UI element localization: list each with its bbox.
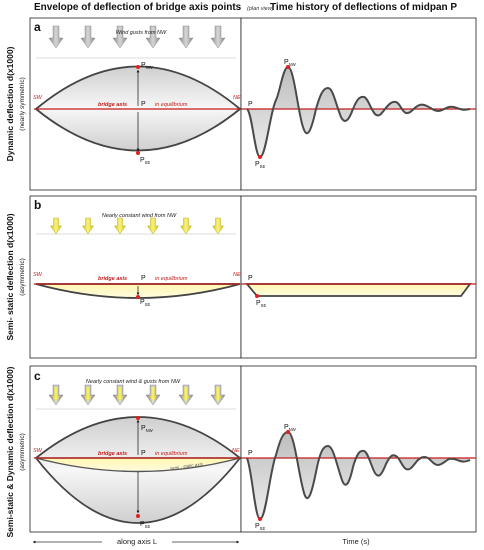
panel-c-equilibrium-label: in equilibrium (155, 451, 188, 457)
panel-a-time-pse-label: PSE (255, 161, 265, 169)
panel-b-wind-arrows (50, 217, 224, 235)
gray-yellow-wind-arrow-icon (48, 384, 64, 406)
panel-a-pnw-marker (136, 65, 140, 69)
right-header: Time history of deflections of midpan P (270, 2, 457, 13)
panel-b: b Nearly constant wind from NW SW NE bri… (5, 195, 477, 359)
panel-a-wind-arrows (48, 25, 226, 49)
gray-wind-arrow-icon (80, 25, 96, 49)
gray-yellow-wind-arrow-icon (112, 384, 128, 406)
yellow-wind-arrow-icon (50, 217, 62, 235)
panel-a-bridge-axis-label: bridge axis (98, 102, 127, 108)
gray-wind-arrow-icon (112, 25, 128, 49)
panel-b-bridge-axis-label: bridge axis (98, 276, 127, 282)
panel-b-wind-text: Nearly constant wind from NW (102, 213, 177, 219)
panel-c-wind-text: Nearly constant wind & gusts from NW (86, 379, 181, 385)
panel-a-time-p: P (248, 101, 253, 108)
gray-yellow-wind-arrow-icon (80, 384, 96, 406)
panel-b-ylabel: Semi- static deflection d(x1000) (5, 213, 15, 340)
panel-a-equilibrium-label: in equilibrium (155, 102, 188, 108)
yellow-wind-arrow-icon (147, 217, 159, 235)
along-axis-label-bg (102, 536, 172, 547)
gray-yellow-wind-arrow-icon (178, 384, 194, 406)
gray-wind-arrow-icon (210, 25, 226, 49)
panel-c: c Nearly constant wind & gusts from NW S… (5, 365, 477, 538)
panel-b-time-pse-marker (255, 294, 259, 298)
panel-c-p-label: P (141, 450, 146, 457)
panel-b-equilibrium-label: in equilibrium (155, 276, 188, 282)
along-axis-label: along axis L (117, 537, 157, 546)
panel-b-p-label: P (141, 275, 146, 282)
panel-a-pse-label: PSE (140, 157, 150, 165)
panel-c-wind-arrows (48, 384, 226, 406)
gray-wind-arrow-icon (145, 25, 161, 49)
panel-b-pse-marker (136, 295, 140, 299)
panel-a-time-pse-marker (258, 155, 262, 159)
panel-a-ysub: (nearly symmetric) (19, 77, 26, 130)
panel-a-ylabel: Dynamic deflection d(x1000) (5, 46, 15, 161)
panel-a-wind-text: Wind gusts from NW (116, 30, 167, 36)
panel-c-time-pse-label: PSE (255, 523, 265, 531)
panel-b-ne: NE (233, 272, 241, 278)
panel-a-p-label: P (141, 101, 146, 108)
panel-b-ysub: (asymmetric) (19, 258, 26, 296)
panel-c-bridge-axis-label: bridge axis (98, 451, 127, 457)
panel-c-pnw-label: PNW (141, 425, 153, 433)
panel-c-time-pnw-label: PNW (284, 424, 296, 432)
panel-a-letter: a (34, 20, 41, 34)
panel-c-time-p: P (248, 450, 253, 457)
yellow-wind-arrow-icon (180, 217, 192, 235)
gray-yellow-wind-arrow-icon (145, 384, 161, 406)
panel-c-pse-label: PSE (140, 521, 150, 529)
time-axis-label: Time (s) (342, 537, 370, 546)
yellow-wind-arrow-icon (82, 217, 94, 235)
left-header: Envelope of deflection of bridge axis po… (34, 2, 274, 13)
panel-c-ylabel: Semi-static & Dynamic deflection d(x1000… (5, 366, 15, 537)
panel-b-left-frame (29, 195, 242, 359)
gray-yellow-wind-arrow-icon (210, 384, 226, 406)
panel-b-time-fill (245, 283, 472, 297)
panel-c-semi-static-axis-label: semi - static axis (169, 461, 203, 471)
panel-c-pse-marker (136, 514, 140, 518)
panel-c-time-pse-marker (258, 517, 262, 521)
panel-c-letter: c (34, 369, 41, 383)
panel-a-sw: SW (33, 95, 43, 101)
panel-b-right-frame (240, 195, 477, 359)
panel-c-ne: NE (232, 448, 240, 454)
panel-b-letter: b (34, 198, 41, 212)
yellow-wind-arrow-icon (114, 217, 126, 235)
panel-c-ysub: (asymmetric) (19, 433, 26, 471)
panel-a-time-pnw-label: PNW (284, 59, 296, 67)
panel-b-sw: SW (33, 272, 43, 278)
panel-a-time-pnw-marker (286, 65, 290, 69)
panel-c-semi-static-fill (35, 457, 241, 473)
panel-c-right-frame (240, 365, 477, 533)
panel-b-time-pse-label: PSE (256, 300, 266, 308)
panel-b-time-p: P (248, 275, 253, 282)
panel-a: a Wind gusts from NW SW NE bridge axis i… (5, 17, 477, 191)
panel-a-pse-marker (136, 151, 140, 155)
yellow-wind-arrow-icon (212, 217, 224, 235)
panel-c-time-pnw-marker (286, 430, 290, 434)
gray-wind-arrow-icon (178, 25, 194, 49)
panel-a-pnw-label: PNW (141, 62, 153, 70)
panel-c-sw: SW (33, 448, 43, 454)
panel-c-pnw-marker (136, 416, 140, 420)
gray-wind-arrow-icon (48, 25, 64, 49)
panel-a-ne: NE (233, 95, 241, 101)
left-header-note: (plan view) (247, 6, 274, 12)
panel-b-pse-label: PSE (140, 299, 150, 307)
